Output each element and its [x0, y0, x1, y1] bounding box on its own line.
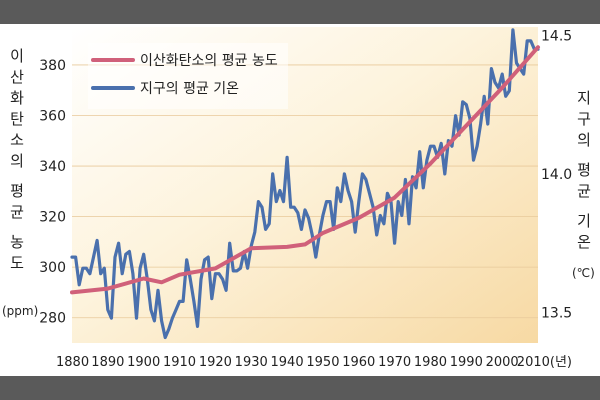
- right-axis-unit: (℃): [572, 266, 595, 280]
- left-axis-label-char: 탄: [10, 110, 24, 128]
- left-tick-label: 300: [39, 260, 66, 276]
- right-axis-ticks: 13.5 14.0 14.5: [541, 28, 572, 321]
- x-tick-label: 2010(년): [517, 355, 572, 370]
- right-axis-label-char: 구: [577, 110, 591, 128]
- right-tick-label: 14.0: [541, 167, 572, 183]
- x-tick-label: 1950: [306, 355, 339, 370]
- left-axis-label-char: 이: [10, 47, 24, 65]
- left-tick-label: 340: [39, 159, 66, 175]
- legend-label-co2: 이산화탄소의 평균 농도: [140, 53, 278, 69]
- x-tick-label: 1980: [414, 355, 447, 370]
- left-tick-label: 280: [39, 311, 66, 327]
- right-axis-label-char: 평: [577, 161, 591, 179]
- x-tick-label: 1970: [378, 355, 411, 370]
- right-axis-label-char: 온: [577, 233, 591, 251]
- left-tick-label: 320: [39, 210, 66, 226]
- legend-background: [88, 43, 288, 109]
- x-tick-label: 1900: [127, 355, 160, 370]
- x-tick-label: 1930: [235, 355, 268, 370]
- left-axis-label-char: 균: [10, 203, 24, 221]
- right-axis-label-char: 의: [577, 131, 591, 149]
- legend-label-temperature: 지구의 평균 기온: [140, 81, 239, 97]
- x-axis-ticks: 1880 1890 1900 1910 1920 1930 1940 1950 1960 1970…: [56, 355, 572, 370]
- left-axis-label-char: 소: [10, 131, 24, 149]
- series-line-co2: [70, 45, 540, 295]
- x-tick-label: 1990: [450, 355, 483, 370]
- x-tick-label: 1880: [56, 355, 89, 370]
- right-axis-label-char: 지: [577, 89, 591, 107]
- right-tick-label: 13.5: [541, 306, 572, 322]
- x-tick-label: 1890: [91, 355, 124, 370]
- right-axis-label-char: 기: [577, 212, 591, 230]
- left-axis-label-char: 의: [10, 152, 24, 170]
- series-line-temperature: [70, 28, 540, 340]
- left-axis-label-char: 화: [10, 89, 24, 107]
- x-tick-label: 1910: [163, 355, 196, 370]
- left-axis-label-char: 산: [10, 68, 24, 86]
- right-tick-label: 14.5: [541, 28, 572, 44]
- right-axis-label-char: 균: [577, 182, 591, 200]
- series-layer: [70, 28, 540, 340]
- left-axis-ticks: 280 300 320 340 360 380: [39, 58, 66, 327]
- left-axis-label-char: 도: [10, 254, 24, 272]
- x-tick-label: 1940: [271, 355, 304, 370]
- left-tick-label: 380: [39, 58, 66, 74]
- left-axis-unit: (ppm): [2, 304, 39, 318]
- legend: 이산화탄소의 평균 농도 지구의 평균 기온: [88, 43, 288, 109]
- x-tick-label: 1960: [342, 355, 375, 370]
- x-tick-label: 1920: [199, 355, 232, 370]
- x-tick-label: 2000: [486, 355, 519, 370]
- left-tick-label: 360: [39, 108, 66, 124]
- left-axis-label-char: 평: [10, 182, 24, 200]
- left-axis-label-char: 농: [10, 233, 24, 251]
